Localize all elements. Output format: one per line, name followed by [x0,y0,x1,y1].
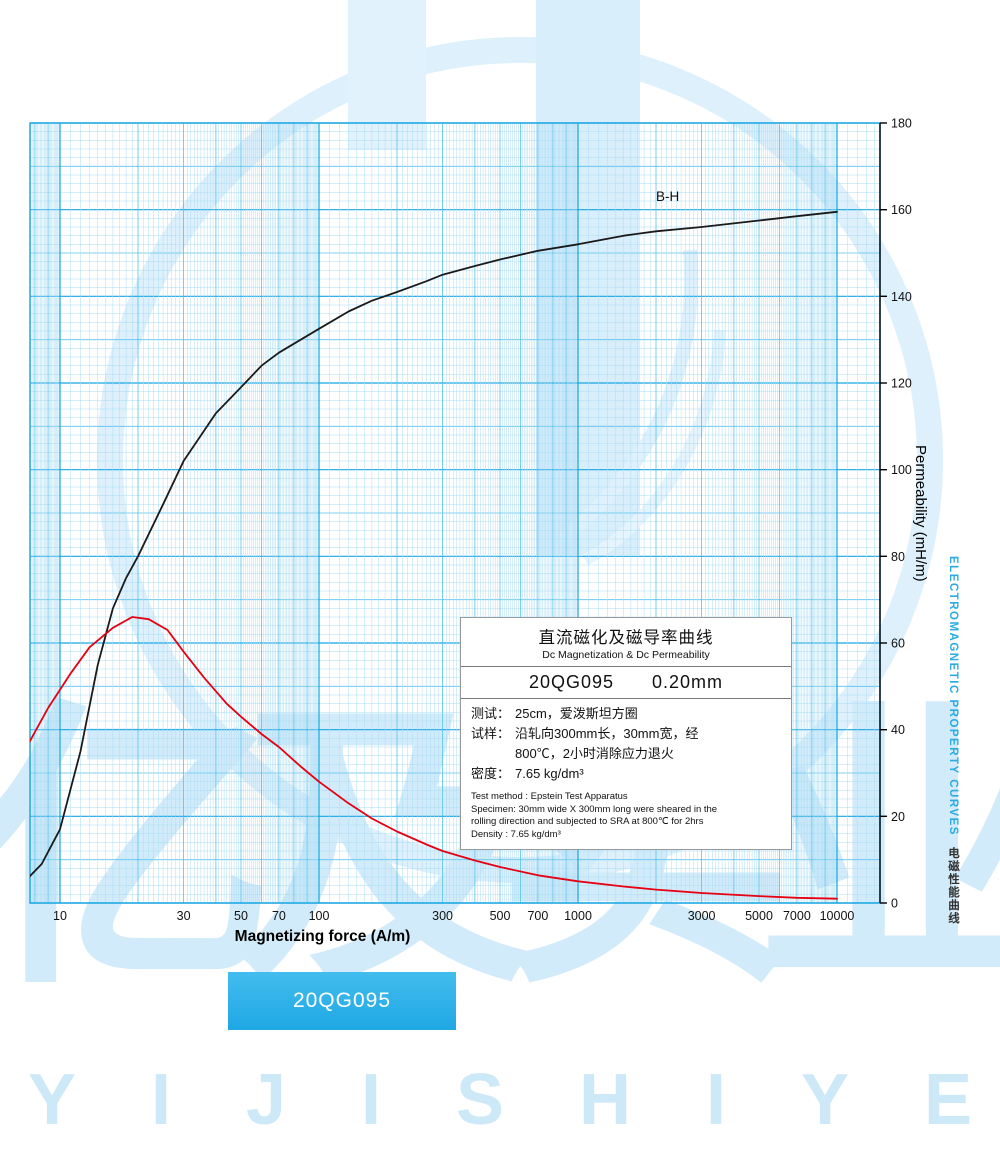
info-rows: 测试： 25cm，爱泼斯坦方圈 试样： 沿轧向300mm长，30mm宽，经 800℃，2… [471,704,781,784]
x-tick-label: 1000 [564,909,592,923]
y-tick-label: 160 [891,203,912,217]
x-axis: 10 30 50 70 100 300 500 700 1000 3000 5000 7000 1000… [53,909,854,923]
infobox-row-value: 7.65 kg/dm³ [515,766,584,781]
bh-curve-label: B-H [656,189,679,204]
infobox-row: 试样： 沿轧向300mm长，30mm宽，经 [471,724,781,744]
y-tick-label: 100 [891,463,912,477]
infobox-row-value: 25cm，爱泼斯坦方圈 [515,706,638,721]
watermark-letter: H [578,1060,631,1140]
permeability-curve [30,616,838,900]
grade-line: 20QG095 0.20mm [471,672,781,693]
infobox-row-value: 800℃，2小时消除应力退火 [515,746,674,761]
side-caption-cn: 电磁性能曲线 [947,846,959,925]
y-axis: 0 20 40 60 80 100 120 140 160 180 [879,117,912,911]
grade-badge: 20QG095 [228,972,456,1030]
y-tick-label: 0 [891,897,898,911]
divider [461,666,791,667]
y-tick-label: 60 [891,637,905,651]
y-tick-label: 40 [891,723,905,737]
y-tick-label: 80 [891,550,905,564]
infobox-row-label: 试样： [471,726,511,741]
side-caption-en: ELECTROMAGNETIC PROPERTY CURVES [947,556,959,836]
x-tick-label: 5000 [745,909,773,923]
infobox-row-label: 测试： [471,706,511,721]
thickness: 0.20mm [652,672,724,692]
watermark-letter: I [705,1060,726,1140]
info-title-cn: 直流磁化及磁导率曲线 [538,629,714,647]
y-axis-title: Permeability (mH/m) [912,444,929,582]
infobox-row: 测试： 25cm，爱泼斯坦方圈 [471,704,781,724]
watermark-letter: I [361,1060,382,1140]
infobox-note-line: rolling direction and subjected to SRA a… [471,816,704,827]
x-tick-label: 30 [177,909,191,923]
infobox-row-label [471,744,515,764]
grid-layer [29,122,881,904]
watermark-letter: J [245,1060,287,1140]
watermark-letter: I [151,1060,172,1140]
infobox-note-line: Density : 7.65 kg/dm³ [471,828,561,840]
y-tick-label: 180 [891,117,912,131]
infobox-row: 密度： 7.65 kg/dm³ [471,764,781,784]
watermark-letter: Y [800,1060,849,1140]
divider [461,698,791,699]
y-tick-label: 20 [891,810,905,824]
infobox-note-line: Specimen: 30mm wide X 300mm long were sh… [471,803,718,815]
infobox-row-label: 密度： [471,766,511,781]
watermark-letter: S [455,1060,505,1140]
watermark-letter: E [923,1060,972,1140]
infobox-row: 800℃，2小时消除应力退火 [471,744,781,764]
infobox-note-line: Test method : Epstein Test Apparatus [471,791,628,802]
x-tick-label: 70 [272,909,286,923]
infobox-row-value: 沿轧向300mm长，30mm宽，经 [515,726,699,741]
x-tick-label: 3000 [688,909,716,923]
x-tick-label: 7000 [783,909,811,923]
x-tick-label: 10000 [820,909,855,923]
y-tick-label: 140 [891,290,912,304]
info-notes: Test method : Epstein Test Apparatus Spec… [471,791,781,841]
x-tick-label: 700 [527,909,548,923]
x-tick-label: 10 [53,909,67,923]
grade: 20QG095 [528,672,615,692]
bh-curve [30,210,838,878]
side-caption: ELECTROMAGNETIC PROPERTY CURVES 电磁性能曲线 [945,556,961,925]
x-tick-label: 500 [490,909,511,923]
info-box: 直流磁化及磁导率曲线 Dc Magnetization & Dc Permeab… [460,617,792,850]
y-tick-label: 120 [891,377,912,391]
watermark-letter: Y [28,1060,77,1140]
x-tick-label: 300 [432,909,453,923]
x-tick-label: 50 [234,909,248,923]
x-tick-label: 100 [309,909,330,923]
info-title-en: Dc Magnetization & Dc Permeability [542,649,710,661]
x-axis-title: Magnetizing force (A/m) [234,928,411,945]
